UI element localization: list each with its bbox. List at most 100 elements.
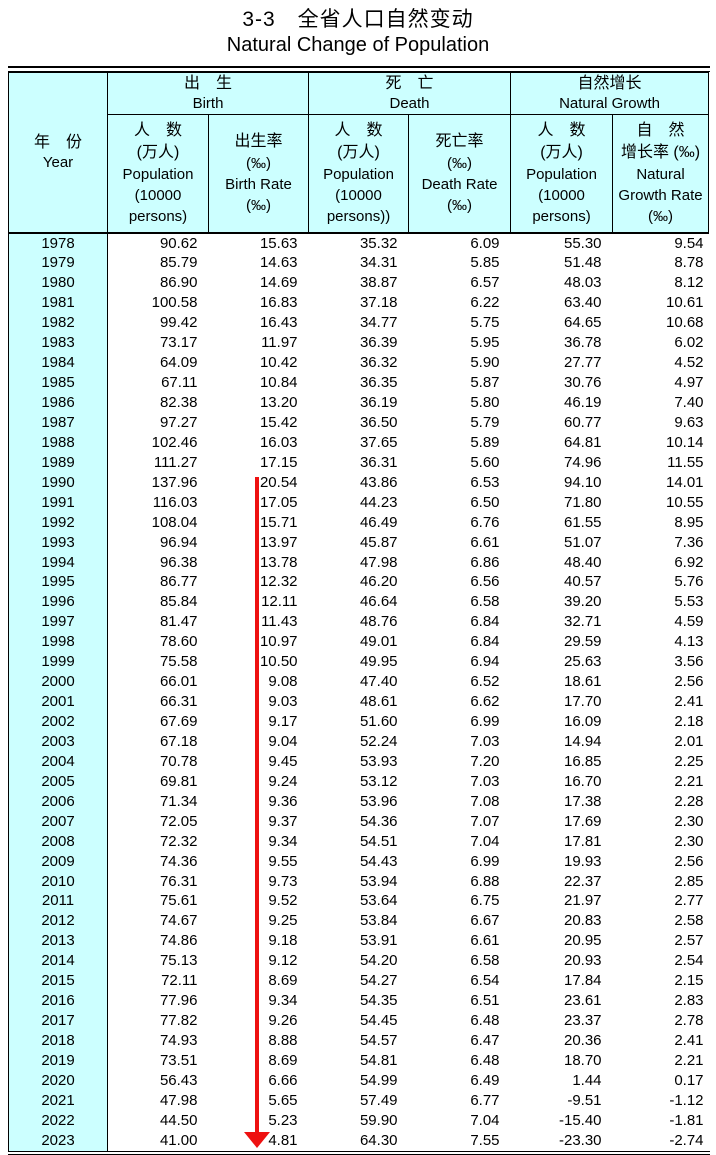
column-header-growth-population: 人 数 (万人) Population (10000 persons) <box>510 114 614 234</box>
header-line: Birth Rate <box>225 175 292 193</box>
value-cell: 2.56 <box>674 673 704 691</box>
value-cell: 53.93 <box>359 752 398 770</box>
table-row: 2010 76.31 9.73 53.94 6.88 22.37 2.85 <box>8 871 709 892</box>
value-cell: 74.67 <box>159 912 198 930</box>
header-line: 死亡率 <box>435 132 484 150</box>
value-cell: 6.49 <box>470 1071 500 1089</box>
header-line: (万人) <box>337 143 380 161</box>
table-row: 1986 82.38 13.20 36.19 5.80 46.19 7.40 <box>8 393 709 413</box>
value-cell: 53.64 <box>359 892 398 910</box>
value-cell: 2.56 <box>674 852 704 870</box>
value-cell: 74.36 <box>159 852 198 870</box>
value-cell: 6.84 <box>470 633 500 651</box>
table-row: 2000 66.01 9.08 47.40 6.52 18.61 2.56 <box>8 672 709 693</box>
value-cell: 32.71 <box>563 613 602 631</box>
value-cell: 7.03 <box>470 772 500 790</box>
value-cell: 46.64 <box>359 593 398 611</box>
value-cell: 36.39 <box>359 334 398 352</box>
value-cell: 100.58 <box>151 294 198 312</box>
value-cell: 9.63 <box>674 413 704 431</box>
value-cell: -2.74 <box>669 1131 704 1149</box>
value-cell: 16.03 <box>259 433 298 451</box>
table-row: 2015 72.11 8.69 54.27 6.54 17.84 2.15 <box>8 971 709 992</box>
value-cell: 5.60 <box>470 453 500 471</box>
value-cell: 17.84 <box>563 972 602 990</box>
column-header-natural-growth-rate: 自 然 增长率 (‰) Natural Growth Rate (‰) <box>612 114 710 234</box>
header-line: Population <box>122 165 194 183</box>
value-cell: 7.08 <box>470 792 500 810</box>
value-cell: 9.55 <box>268 852 298 870</box>
value-cell: 54.20 <box>359 952 398 970</box>
value-cell: 9.34 <box>268 992 298 1010</box>
year-cell: 1991 <box>8 492 108 513</box>
year-cell: 2003 <box>8 731 108 752</box>
value-cell: 6.61 <box>470 932 500 950</box>
year-cell: 1990 <box>8 472 108 493</box>
header-line: 年 份 <box>33 133 82 151</box>
value-cell: 52.24 <box>359 732 398 750</box>
value-cell: 85.84 <box>159 593 198 611</box>
header-line: (‰) <box>447 196 473 214</box>
value-cell: 99.42 <box>159 314 198 332</box>
value-cell: 116.03 <box>152 493 198 511</box>
table-row: 1988 102.46 16.03 37.65 5.89 64.81 10.14 <box>8 432 709 453</box>
year-cell: 2023 <box>8 1130 108 1151</box>
value-cell: 2.30 <box>674 812 704 830</box>
table-row: 1985 67.11 10.84 36.35 5.87 30.76 4.97 <box>8 373 709 393</box>
value-cell: 53.12 <box>359 772 398 790</box>
value-cell: 6.54 <box>470 972 500 990</box>
year-cell: 2007 <box>8 811 108 832</box>
value-cell: 71.80 <box>563 493 602 511</box>
value-cell: 66.31 <box>159 693 198 711</box>
value-cell: 29.59 <box>563 633 602 651</box>
value-cell: 53.94 <box>359 872 398 890</box>
table-row: 1984 64.09 10.42 36.32 5.90 27.77 4.52 <box>8 353 709 374</box>
value-cell: 2.77 <box>674 892 704 910</box>
value-cell: 10.14 <box>665 433 704 451</box>
value-cell: 54.35 <box>359 992 398 1010</box>
value-cell: 75.61 <box>159 892 198 910</box>
value-cell: 51.07 <box>563 533 602 551</box>
year-cell: 1979 <box>8 253 108 274</box>
value-cell: 10.50 <box>259 653 298 671</box>
value-cell: 60.77 <box>563 413 602 431</box>
value-cell: 23.61 <box>563 992 602 1010</box>
value-cell: 2.58 <box>674 912 704 930</box>
value-cell: 19.93 <box>563 852 602 870</box>
value-cell: 9.36 <box>268 792 298 810</box>
year-cell: 1995 <box>8 572 108 593</box>
year-cell: 2010 <box>8 871 108 892</box>
header-line: (万人) <box>136 143 180 161</box>
value-cell: 20.54 <box>259 473 298 491</box>
table-row: 1994 96.38 13.78 47.98 6.86 48.40 6.92 <box>8 552 709 573</box>
value-cell: 39.20 <box>563 593 602 611</box>
value-cell: 94.10 <box>563 473 602 491</box>
value-cell: 6.52 <box>470 673 500 691</box>
value-cell: 49.01 <box>359 633 398 651</box>
value-cell: 96.94 <box>159 533 198 551</box>
year-cell: 2009 <box>8 851 108 872</box>
value-cell: 96.38 <box>159 553 198 571</box>
bottom-rule-thick <box>8 1153 710 1155</box>
header-line: (‰) <box>246 154 271 172</box>
value-cell: 27.77 <box>563 354 602 372</box>
table-row: 2017 77.82 9.26 54.45 6.48 23.37 2.78 <box>8 1011 709 1031</box>
header-line: Death Rate <box>421 175 498 193</box>
value-cell: 34.77 <box>359 314 398 332</box>
value-cell: 64.65 <box>563 314 602 332</box>
header-line: 死 亡 <box>385 75 434 92</box>
value-cell: 30.76 <box>563 374 602 392</box>
value-cell: 51.48 <box>563 254 602 272</box>
value-cell: 2.30 <box>674 832 704 850</box>
year-cell: 1986 <box>8 393 108 413</box>
value-cell: 1.44 <box>572 1071 602 1089</box>
value-cell: 9.54 <box>674 234 704 252</box>
value-cell: 74.93 <box>159 1032 198 1049</box>
group-header-row: 年 份 Year 出 生 Birth 死 亡 Death 自然增长 Natura… <box>8 72 710 234</box>
table-row: 1996 85.84 12.11 46.64 6.58 39.20 5.53 <box>8 592 709 613</box>
header-line: (‰) <box>447 154 473 172</box>
value-cell: -23.30 <box>558 1131 602 1149</box>
table-row: 2020 56.43 6.66 54.99 6.49 1.44 0.17 <box>8 1070 709 1091</box>
value-cell: 16.70 <box>563 772 602 790</box>
